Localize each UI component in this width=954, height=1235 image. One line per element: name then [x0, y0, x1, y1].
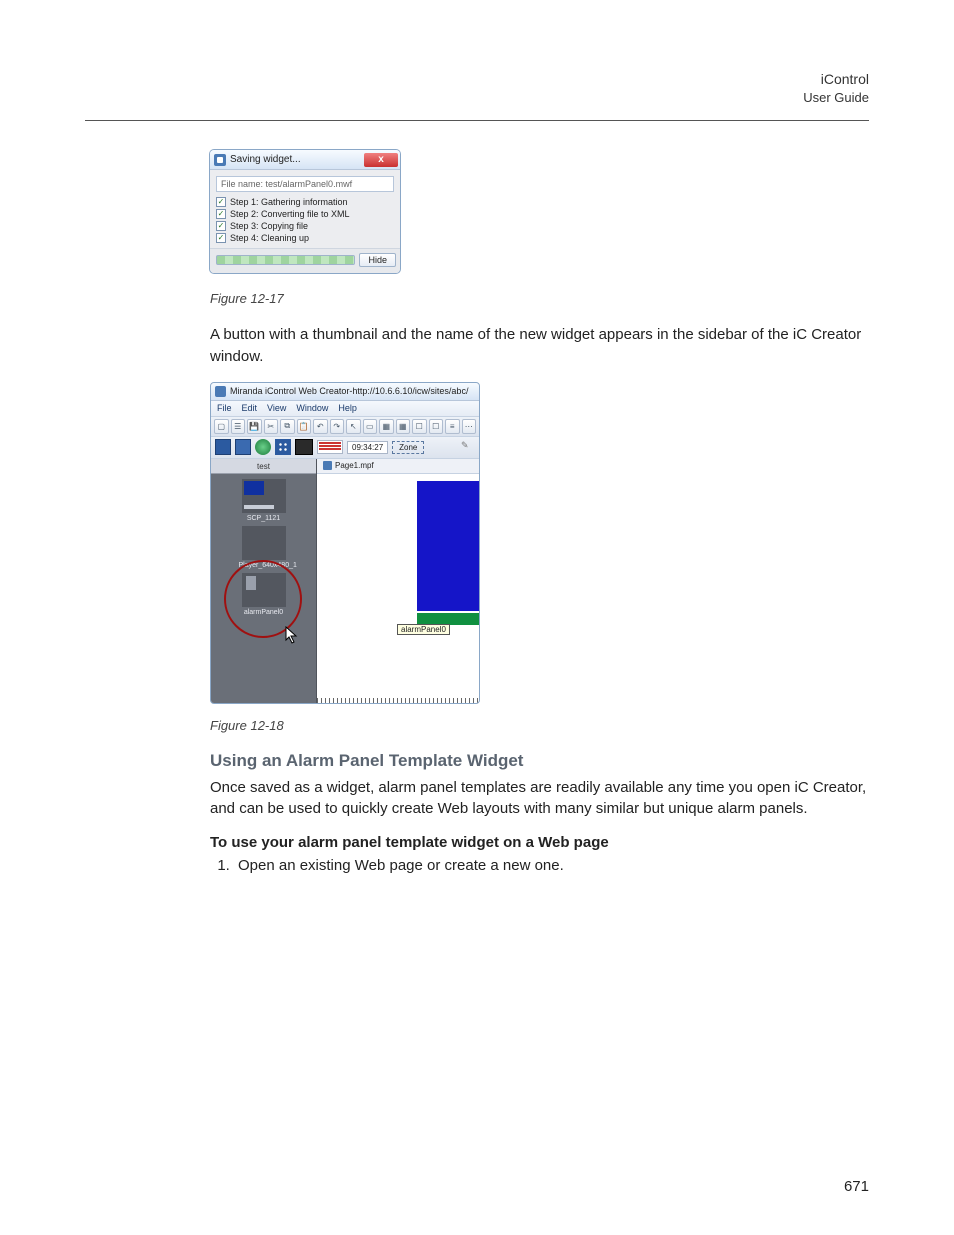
align-icon[interactable]: ☐: [429, 419, 444, 434]
page-number: 671: [844, 1178, 869, 1195]
widget-label: Player_640x480_1: [239, 562, 289, 569]
sidebar-tab[interactable]: test: [211, 459, 316, 474]
menu-view[interactable]: View: [267, 403, 286, 413]
body-paragraph: Once saved as a widget, alarm panel temp…: [210, 777, 869, 821]
procedure-heading: To use your alarm panel template widget …: [210, 834, 869, 851]
window-title: Miranda iControl Web Creator-http://10.6…: [230, 386, 468, 396]
pointer-icon[interactable]: ↖: [346, 419, 361, 434]
widget-thumbnail[interactable]: SCP_1121: [239, 479, 289, 522]
step-row: ✓ Step 1: Gathering information: [216, 196, 394, 208]
header-rule: [85, 120, 869, 121]
doc-title: iControl: [803, 70, 869, 89]
checkbox-icon: ✓: [216, 209, 226, 219]
file-name-field: File name: test/alarmPanel0.mwf: [216, 176, 394, 192]
new-icon[interactable]: ▢: [214, 419, 229, 434]
close-icon[interactable]: x: [364, 153, 398, 167]
step-row: ✓ Step 4: Cleaning up: [216, 232, 394, 244]
file-name-value: test/alarmPanel0.mwf: [266, 179, 353, 189]
doc-header: iControl User Guide: [803, 70, 869, 106]
align-icon[interactable]: ☐: [412, 419, 427, 434]
cursor-icon: [285, 626, 299, 644]
saving-widget-dialog: Saving widget... x File name: test/alarm…: [210, 150, 400, 273]
app-icon: [214, 154, 226, 166]
figure-caption: Figure 12-18: [210, 718, 869, 733]
tooltip: alarmPanel0: [397, 624, 450, 635]
list-widget-icon[interactable]: [317, 440, 343, 454]
procedure-step: Open an existing Web page or create a ne…: [234, 857, 869, 874]
redo-icon[interactable]: ↷: [330, 419, 345, 434]
pencil-icon[interactable]: ✎: [461, 440, 475, 454]
menu-file[interactable]: File: [217, 403, 232, 413]
palette-icon[interactable]: [215, 439, 231, 455]
time-display: 09:34:27: [347, 441, 388, 454]
dialog-title: Saving widget...: [230, 154, 364, 165]
step-label: Step 4: Cleaning up: [230, 233, 309, 243]
checkbox-icon: ✓: [216, 233, 226, 243]
checkbox-icon: ✓: [216, 197, 226, 207]
undo-icon[interactable]: ↶: [313, 419, 328, 434]
select-icon[interactable]: ▭: [363, 419, 378, 434]
step-label: Step 3: Copying file: [230, 221, 308, 231]
canvas-blue-box: [417, 481, 479, 611]
step-row: ✓ Step 2: Converting file to XML: [216, 208, 394, 220]
window-titlebar: Miranda iControl Web Creator-http://10.6…: [211, 383, 479, 401]
page-icon: [323, 461, 332, 470]
open-icon[interactable]: ☰: [231, 419, 246, 434]
figure-caption: Figure 12-17: [210, 291, 869, 306]
toolbar-main: ▢ ☰ 💾 ✂ ⧉ 📋 ↶ ↷ ↖ ▭ ▦ ▦ ☐ ☐ ≡ ⋯: [211, 417, 479, 437]
menu-window[interactable]: Window: [296, 403, 328, 413]
palette-icon[interactable]: [235, 439, 251, 455]
ruler: [317, 698, 479, 703]
widget-label: SCP_1121: [239, 515, 289, 522]
copy-icon[interactable]: ⧉: [280, 419, 295, 434]
progress-bar: [216, 255, 355, 265]
dialog-titlebar: Saving widget... x: [210, 150, 400, 170]
save-icon[interactable]: 💾: [247, 419, 262, 434]
cut-icon[interactable]: ✂: [264, 419, 279, 434]
hide-button[interactable]: Hide: [359, 253, 396, 267]
ic-creator-window: Miranda iControl Web Creator-http://10.6…: [210, 382, 480, 704]
doc-subtitle: User Guide: [803, 89, 869, 107]
list-icon[interactable]: ≡: [445, 419, 460, 434]
more-icon[interactable]: ⋯: [462, 419, 477, 434]
tool-icon[interactable]: ▦: [396, 419, 411, 434]
widget-thumbnail-highlighted[interactable]: alarmPanel0: [239, 573, 289, 616]
canvas-tab-label: Page1.mpf: [335, 461, 374, 470]
panel-icon[interactable]: [295, 439, 313, 455]
section-heading: Using an Alarm Panel Template Widget: [210, 751, 869, 771]
menu-bar: File Edit View Window Help: [211, 401, 479, 417]
tool-icon[interactable]: ▦: [379, 419, 394, 434]
widget-label: alarmPanel0: [239, 609, 289, 616]
menu-help[interactable]: Help: [338, 403, 357, 413]
widget-thumbnail[interactable]: Player_640x480_1: [239, 526, 289, 569]
checkbox-icon: ✓: [216, 221, 226, 231]
file-name-label: File name:: [221, 179, 266, 189]
app-icon: [215, 386, 226, 397]
step-label: Step 2: Converting file to XML: [230, 209, 350, 219]
canvas-tab[interactable]: Page1.mpf: [317, 459, 479, 474]
procedure-list: Open an existing Web page or create a ne…: [216, 857, 869, 874]
zone-button[interactable]: Zone: [392, 441, 424, 454]
globe-icon[interactable]: [255, 439, 271, 455]
toolbar-secondary: 09:34:27 Zone ✎: [211, 437, 479, 459]
canvas-area[interactable]: Page1.mpf alarmPanel0: [317, 459, 479, 703]
grid-icon[interactable]: [275, 439, 291, 455]
menu-edit[interactable]: Edit: [242, 403, 258, 413]
widget-sidebar: test SCP_1121 Player_640x480_1: [211, 459, 317, 703]
body-paragraph: A button with a thumbnail and the name o…: [210, 324, 869, 368]
step-row: ✓ Step 3: Copying file: [216, 220, 394, 232]
paste-icon[interactable]: 📋: [297, 419, 312, 434]
step-label: Step 1: Gathering information: [230, 197, 348, 207]
